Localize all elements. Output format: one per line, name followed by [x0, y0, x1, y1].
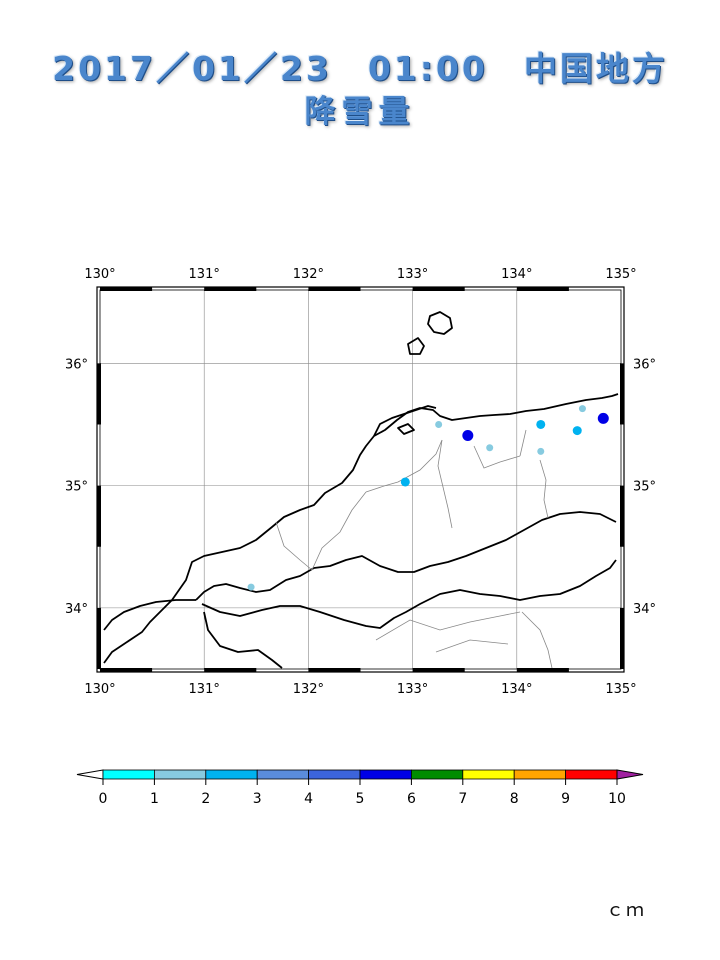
unit-label: ｃｍ [606, 900, 646, 921]
colorbar-segment [256, 769, 310, 780]
snowfall-point [247, 583, 255, 591]
snowfall-point [435, 420, 443, 428]
shimane-peninsula [373, 405, 437, 437]
lat-tick-label-right: 35° [633, 480, 656, 495]
colorbar-segment [462, 769, 515, 780]
snowfall-point [572, 426, 582, 436]
lon-tick-label-top: 134° [501, 267, 532, 282]
lon-tick-label-top: 133° [397, 267, 428, 282]
map-title: 2017／01／23 01:00 中国地方 [52, 49, 668, 88]
snowfall-point [537, 447, 545, 455]
observation-points [247, 405, 609, 591]
coastline [103, 311, 619, 669]
colorbar-tick-label: 7 [458, 791, 467, 807]
map-frame [96, 286, 625, 673]
lon-tick-label-bottom: 133° [397, 682, 428, 697]
snowfall-point [597, 412, 609, 424]
sanin-coastline [103, 393, 619, 664]
lon-tick-label-top: 131° [189, 267, 220, 282]
oki-island-dozen [407, 337, 425, 355]
snowfall-point [462, 429, 474, 441]
lat-tick-label-right: 34° [633, 602, 656, 617]
snowfall-point [578, 405, 586, 413]
colorbar-over-arrow [616, 769, 644, 780]
colorbar-segment [513, 769, 567, 780]
snowfall-point [400, 477, 410, 487]
colorbar-segment [410, 769, 464, 780]
grid-lines [100, 290, 621, 669]
colorbar-segment [565, 769, 618, 780]
lon-tick-label-top: 135° [605, 267, 636, 282]
colorbar-tick-label: 3 [253, 791, 262, 807]
lon-tick-label-bottom: 132° [293, 682, 324, 697]
colorbar-segment [359, 769, 412, 780]
lat-tick-label-left: 34° [65, 602, 88, 617]
lon-tick-label-bottom: 135° [605, 682, 636, 697]
frame-ticks [97, 287, 624, 672]
lake-shinji [397, 423, 415, 435]
colorbar-tick-label: 8 [510, 791, 519, 807]
lon-tick-label-bottom: 134° [501, 682, 532, 697]
lon-tick-label-top: 132° [293, 267, 324, 282]
kyushu-coastline [103, 599, 196, 631]
color-legend: 0 1 2 3 4 5 6 7 8 9 10 [76, 769, 644, 807]
snowfall-point [536, 419, 546, 429]
lat-tick-label-left: 35° [65, 480, 88, 495]
colorbar-tick-label: 2 [201, 791, 210, 807]
colorbar-segment [102, 769, 155, 780]
shikoku-coastline [201, 559, 617, 629]
lon-tick-label-top: 130° [84, 267, 115, 282]
colorbar-tick-label: 0 [99, 791, 108, 807]
colorbar-tick-label: 6 [407, 791, 416, 807]
colorbar-tick-label: 1 [150, 791, 159, 807]
prefecture-boundaries [275, 429, 553, 669]
snowfall-map: 130° 130° 131° 131° 132° 132° 133° 133° 134° 134°… [65, 267, 656, 697]
colorbar-tick-label: 9 [561, 791, 570, 807]
colorbar-tick-label: 10 [608, 791, 626, 807]
colorbar-segment [153, 769, 207, 780]
map-subtitle: 降雪量 [304, 94, 416, 130]
lat-tick-label-right: 36° [633, 357, 656, 372]
kyushu-east-coastline [203, 611, 283, 669]
snowfall-point [486, 444, 494, 452]
lat-tick-label-left: 36° [65, 357, 88, 372]
sanyo-coastline [195, 511, 617, 601]
lon-tick-label-bottom: 130° [84, 682, 115, 697]
colorbar-segment [308, 769, 361, 780]
colorbar-segment [205, 769, 258, 780]
lon-tick-label-bottom: 131° [189, 682, 220, 697]
colorbar-tick-label: 5 [356, 791, 365, 807]
colorbar-tick-label: 4 [304, 791, 313, 807]
oki-island-dogo [427, 311, 453, 335]
colorbar-under-arrow [76, 769, 104, 780]
